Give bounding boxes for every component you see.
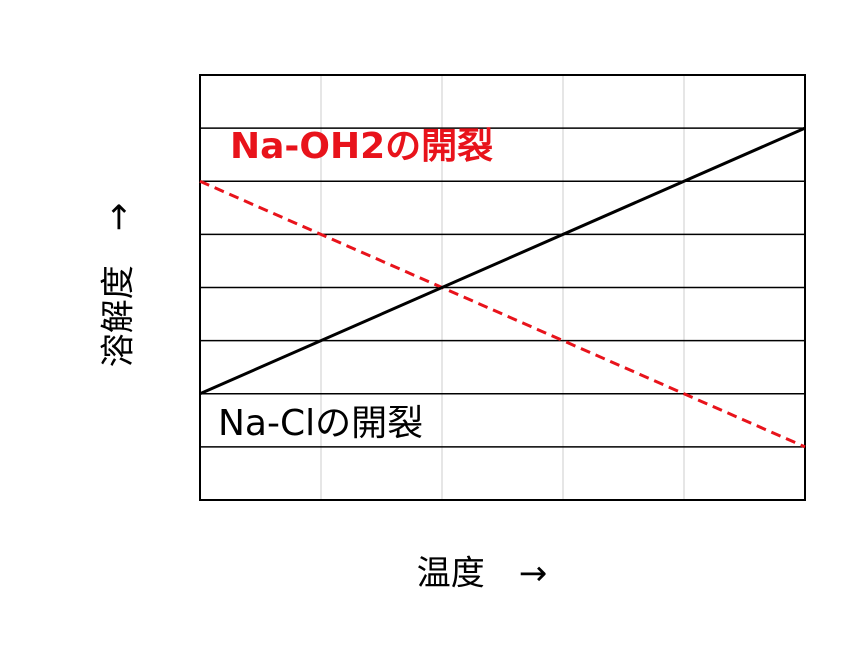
y-axis-label: 溶解度 → [99, 203, 139, 368]
x-axis-label: 温度 → [417, 554, 548, 594]
series-label: Na-Clの開裂 [218, 403, 423, 444]
series-line [199, 126, 806, 396]
plot-frame [199, 74, 806, 501]
series-line [199, 179, 806, 449]
series-label: Na-OH2の開裂 [230, 126, 493, 167]
